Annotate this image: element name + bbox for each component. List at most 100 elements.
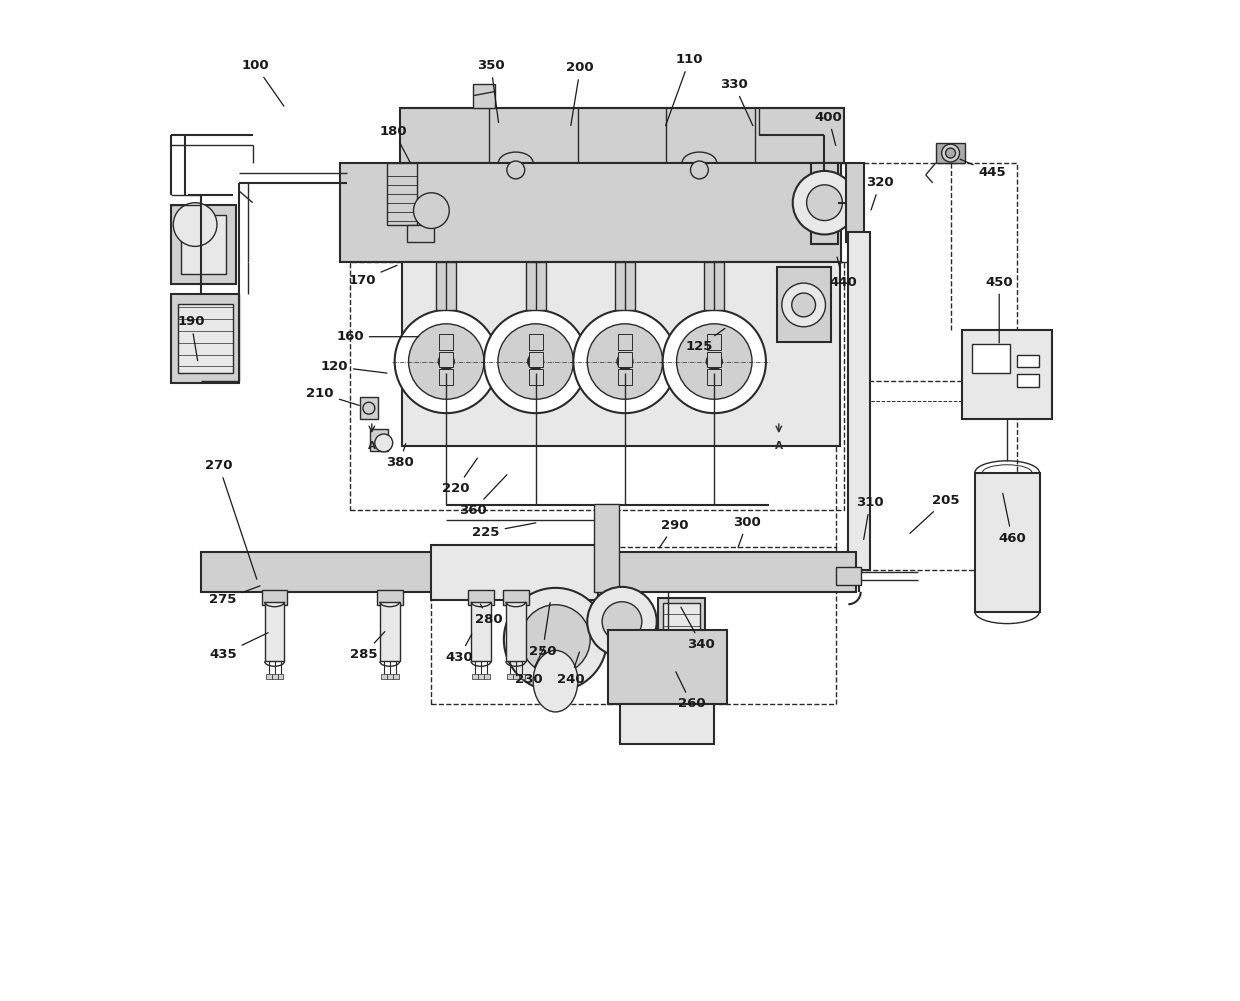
Bar	[506, 602, 526, 662]
Circle shape	[588, 323, 662, 399]
Bar	[360, 397, 378, 419]
Text: 440: 440	[830, 257, 857, 288]
Bar	[340, 163, 842, 262]
Bar	[707, 351, 722, 367]
Text: 280: 280	[475, 605, 502, 626]
Text: 210: 210	[306, 386, 360, 405]
Bar	[618, 333, 632, 349]
Bar	[936, 143, 966, 163]
Bar	[272, 675, 278, 680]
Bar	[976, 472, 1040, 612]
Text: 260: 260	[676, 672, 706, 711]
Bar	[962, 329, 1052, 419]
Text: 125: 125	[686, 328, 725, 353]
Bar	[518, 675, 525, 680]
Circle shape	[498, 323, 573, 399]
Text: 460: 460	[998, 493, 1025, 545]
Bar	[847, 163, 864, 242]
Bar	[432, 546, 598, 600]
Text: 275: 275	[210, 586, 260, 607]
Bar	[381, 675, 387, 680]
Bar	[848, 232, 870, 570]
Bar	[387, 163, 417, 224]
Bar	[264, 602, 284, 662]
Bar	[620, 704, 714, 744]
Bar	[484, 675, 490, 680]
Text: 340: 340	[681, 608, 715, 651]
Circle shape	[503, 588, 608, 691]
Circle shape	[588, 587, 657, 657]
Circle shape	[781, 283, 826, 326]
Bar	[265, 675, 272, 680]
Bar	[201, 553, 857, 592]
Bar	[387, 675, 393, 680]
Bar	[618, 351, 632, 367]
Text: 320: 320	[867, 176, 894, 210]
Text: 430: 430	[445, 634, 474, 664]
Bar	[350, 262, 844, 511]
Circle shape	[946, 148, 956, 158]
Circle shape	[521, 605, 590, 675]
Bar	[407, 224, 434, 242]
Text: A: A	[775, 440, 782, 450]
Bar	[528, 369, 543, 385]
Circle shape	[174, 202, 217, 246]
Text: 225: 225	[472, 523, 536, 539]
Circle shape	[363, 402, 374, 414]
Bar	[402, 262, 841, 445]
Text: 170: 170	[348, 265, 397, 286]
Bar	[393, 675, 398, 680]
Bar	[471, 602, 491, 662]
Circle shape	[408, 323, 484, 399]
Bar	[837, 163, 1017, 570]
Circle shape	[394, 310, 498, 413]
Circle shape	[707, 353, 722, 369]
Text: 330: 330	[720, 78, 753, 126]
Text: 270: 270	[205, 459, 257, 580]
Circle shape	[413, 193, 449, 228]
Bar	[377, 590, 403, 605]
Bar	[618, 369, 632, 385]
Bar	[379, 602, 399, 662]
Bar	[662, 603, 701, 643]
Circle shape	[374, 434, 393, 451]
Text: 350: 350	[477, 59, 505, 122]
Bar	[503, 590, 528, 605]
Bar	[474, 83, 495, 108]
Text: 240: 240	[557, 652, 584, 686]
Bar	[811, 163, 838, 244]
Text: 250: 250	[528, 603, 557, 658]
Bar	[972, 343, 1011, 373]
Circle shape	[439, 353, 454, 369]
Circle shape	[507, 161, 525, 179]
Bar	[594, 505, 619, 592]
Text: 290: 290	[660, 519, 688, 548]
Circle shape	[807, 185, 842, 220]
Bar	[615, 262, 635, 310]
Text: 120: 120	[320, 360, 387, 373]
Circle shape	[941, 144, 960, 162]
Text: 310: 310	[857, 495, 884, 540]
Bar	[528, 333, 543, 349]
Text: 435: 435	[210, 633, 268, 661]
Text: 450: 450	[986, 275, 1013, 343]
Text: 190: 190	[177, 315, 205, 360]
Bar	[707, 369, 722, 385]
Bar	[432, 548, 837, 704]
Bar	[439, 369, 454, 385]
Ellipse shape	[533, 651, 578, 712]
Circle shape	[484, 310, 588, 413]
Bar	[1017, 374, 1039, 387]
Text: 200: 200	[567, 61, 594, 125]
Circle shape	[618, 353, 632, 369]
Text: 400: 400	[815, 111, 842, 145]
Bar	[469, 590, 494, 605]
Text: 445: 445	[960, 159, 1006, 179]
Bar	[528, 351, 543, 367]
Circle shape	[603, 602, 642, 642]
Bar	[278, 675, 284, 680]
Bar	[262, 590, 288, 605]
Bar	[776, 267, 832, 341]
Circle shape	[792, 171, 857, 234]
Text: 160: 160	[336, 330, 419, 343]
